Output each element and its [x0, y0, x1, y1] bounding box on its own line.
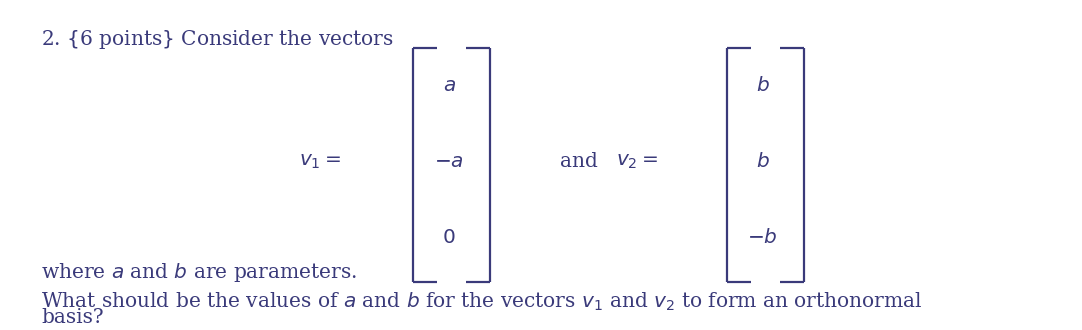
- Text: basis?: basis?: [41, 308, 104, 327]
- Text: and: and: [559, 152, 598, 171]
- Text: 2. $\{$6 points$\}$ Consider the vectors: 2. $\{$6 points$\}$ Consider the vectors: [41, 28, 394, 51]
- Text: $-a$: $-a$: [434, 152, 464, 171]
- Text: $a$: $a$: [443, 76, 456, 95]
- Text: What should be the values of $a$ and $b$ for the vectors $v_1$ and $v_2$ to form: What should be the values of $a$ and $b$…: [41, 291, 923, 313]
- Text: $0$: $0$: [443, 228, 456, 247]
- Text: where $a$ and $b$ are parameters.: where $a$ and $b$ are parameters.: [41, 261, 357, 284]
- Text: $v_1 =$: $v_1 =$: [299, 152, 341, 171]
- Text: $-b$: $-b$: [748, 228, 778, 247]
- Text: $b$: $b$: [756, 152, 769, 171]
- Text: $v_2 =$: $v_2 =$: [616, 152, 658, 171]
- Text: $b$: $b$: [756, 76, 769, 95]
